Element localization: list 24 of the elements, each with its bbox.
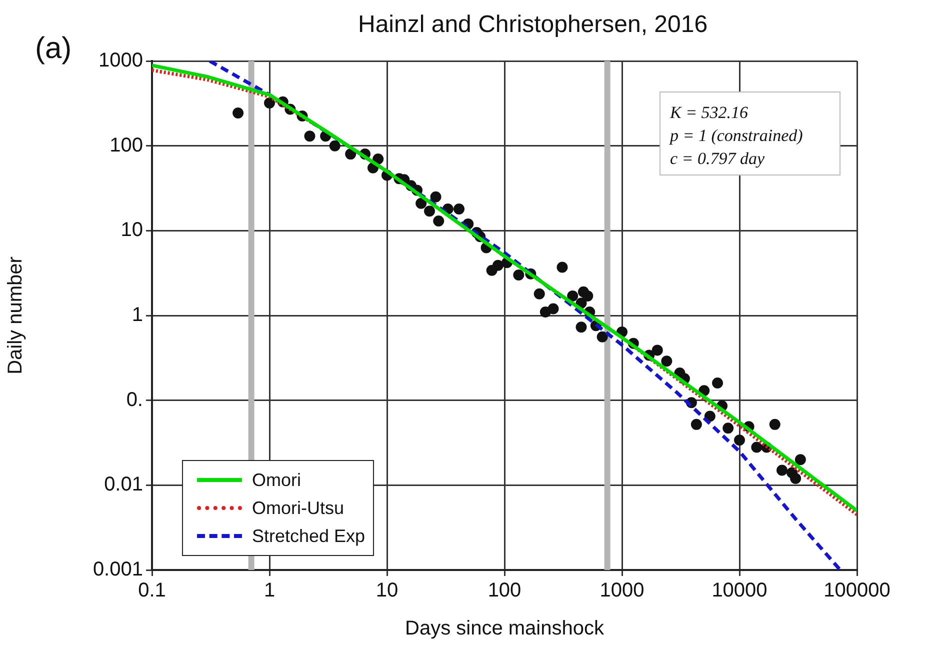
x-tick-label: 0.1	[138, 580, 166, 602]
x-tick-label: 1	[264, 580, 276, 602]
y-tick-label: 0.001	[92, 558, 143, 581]
legend-label: Omori-Utsu	[252, 498, 344, 518]
y-tick-label: 1000	[98, 50, 143, 72]
y-tick-label: 1	[132, 304, 143, 326]
y-tick-label: 10	[120, 219, 143, 242]
y-axis-title: Daily number	[4, 256, 27, 374]
x-tick-label: 10000	[712, 580, 768, 602]
x-tick-label: 100000	[824, 580, 890, 602]
annotation: K = 532.16	[669, 103, 749, 122]
chart-title: (a)	[35, 32, 72, 65]
legend-label: Omori	[252, 470, 301, 490]
x-tick-label: 1000	[600, 580, 644, 602]
x-tick-label: 10	[376, 580, 398, 602]
x-tick-label: 100	[488, 580, 522, 602]
y-tick-label: 0.01	[104, 474, 143, 496]
x-axis-title: Days since mainshock	[405, 618, 605, 640]
legend-label: Stretched Exp	[252, 526, 366, 546]
y-tick-label: 100	[110, 134, 143, 156]
y-tick-label: 0.	[126, 388, 143, 411]
annotation: p = 1 (constrained)	[669, 126, 804, 145]
annotation: c = 0.797 day	[670, 149, 766, 168]
text: Hainzl and Christophersen, 2016	[358, 11, 708, 38]
